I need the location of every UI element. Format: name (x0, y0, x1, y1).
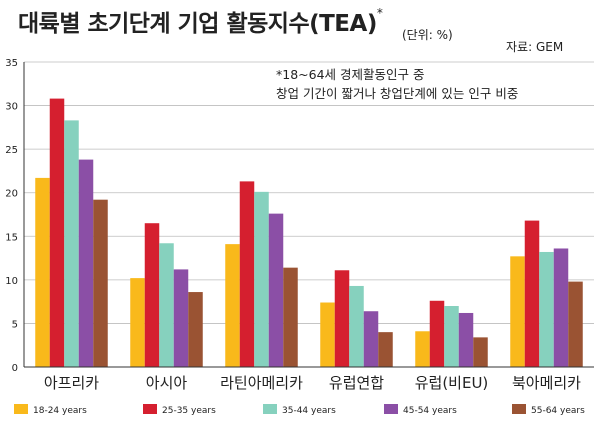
source-label: 자료: GEM (506, 40, 564, 54)
bar (349, 285, 364, 367)
y-tick-label: 0 (12, 363, 18, 374)
bar (524, 220, 540, 367)
legend-swatch (384, 404, 398, 414)
legend-swatch (512, 404, 526, 414)
legend-swatch (143, 404, 157, 414)
axes (23, 62, 594, 368)
y-tick-label: 15 (5, 232, 18, 243)
bar (539, 251, 554, 367)
bar (254, 191, 269, 367)
chart-title: 대륙별 초기단계 기업 활동지수(TEA)* (18, 6, 383, 37)
title-footnote-mark: * (376, 6, 383, 20)
x-category-label: 라틴아메리카 (220, 374, 303, 392)
bar (334, 270, 350, 367)
bar (173, 269, 189, 367)
bar (78, 159, 94, 367)
unit-label: (단위: %) (402, 28, 453, 42)
bar (64, 120, 79, 367)
y-tick-label: 35 (5, 58, 18, 69)
bar (239, 181, 255, 367)
bar (144, 223, 160, 367)
y-tick-label: 5 (12, 319, 18, 330)
bar (444, 306, 459, 367)
bar (159, 243, 174, 367)
bars (35, 98, 583, 367)
legend-label: 18-24 years (33, 406, 87, 416)
x-category-label: 북아메리카 (512, 374, 581, 392)
y-tick-label: 25 (5, 145, 18, 156)
bar (553, 248, 569, 367)
bar (510, 256, 525, 367)
x-category-label: 유럽(비EU) (415, 374, 489, 392)
bar (93, 199, 108, 367)
x-category-label: 아시아 (146, 374, 188, 392)
bar (225, 244, 240, 367)
annotation-line: 창업 기간이 짧거나 창업단계에 있는 인구 비중 (276, 86, 518, 101)
legend-label: 55-64 years (531, 406, 585, 416)
bar (130, 278, 145, 367)
x-category-label: 유럽연합 (329, 374, 384, 392)
legend-label: 25-35 years (162, 406, 216, 416)
y-tick-label: 20 (5, 189, 18, 200)
bar (363, 311, 379, 367)
legend-swatch (263, 404, 277, 414)
bar (320, 302, 335, 367)
bar (35, 177, 50, 367)
annotation-line: *18~64세 경제활동인구 중 (276, 67, 424, 82)
bar (283, 267, 298, 367)
bar (568, 281, 583, 367)
legend-label: 45-54 years (403, 406, 457, 416)
annotation: *18~64세 경제활동인구 중창업 기간이 짧거나 창업단계에 있는 인구 비… (276, 67, 518, 101)
bar (458, 312, 474, 367)
bar (415, 331, 430, 367)
gridlines (24, 61, 594, 324)
bar (268, 213, 284, 367)
bar (49, 98, 65, 367)
x-category-labels: 아프리카 아시아 라틴아메리카 유럽연합 유럽(비EU) 북아메리카 (44, 374, 581, 392)
y-tick-label: 10 (5, 276, 18, 287)
legend: 18-24 years 25-35 years 35-44 years 45-54 y… (14, 404, 585, 416)
legend-swatch (14, 404, 28, 414)
bar (378, 332, 393, 367)
y-tick-labels: 0 5 10 15 20 25 30 35 (5, 58, 18, 374)
bar (473, 337, 488, 367)
y-tick-label: 30 (5, 102, 18, 113)
bar (188, 292, 203, 367)
legend-label: 35-44 years (282, 406, 336, 416)
bar (429, 300, 445, 367)
x-category-label: 아프리카 (44, 374, 99, 392)
